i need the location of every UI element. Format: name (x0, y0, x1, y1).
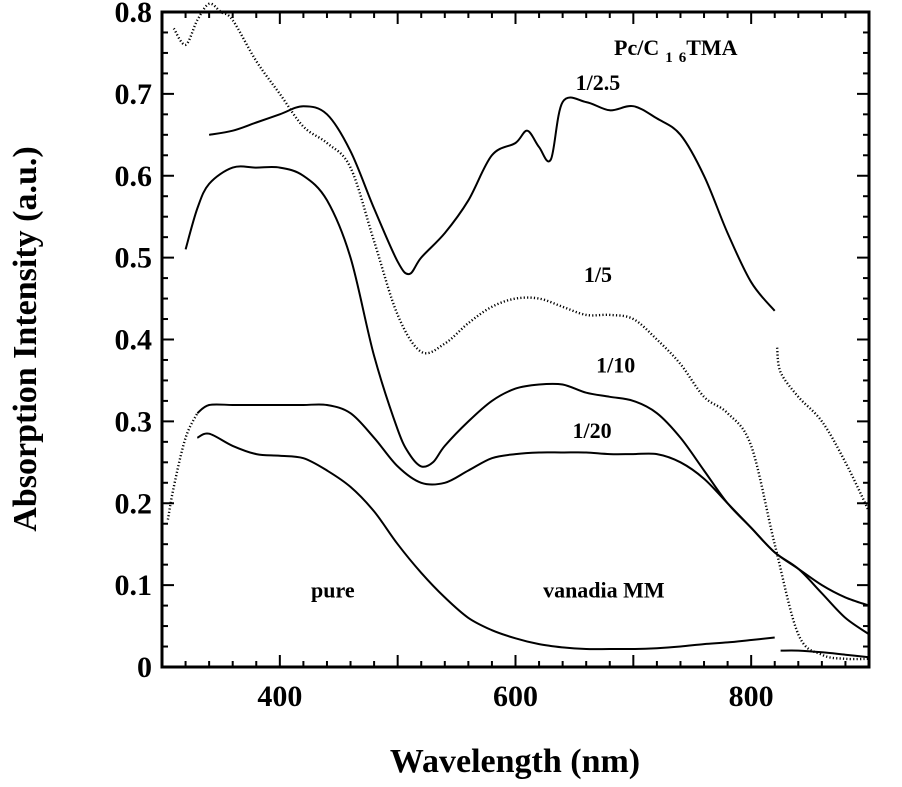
y-tick-label: 0.1 (115, 569, 153, 602)
series-label: 1/5 (584, 262, 612, 287)
series-line-1-2-5 (208, 96, 776, 312)
series-label: pure (311, 577, 355, 602)
series-line-1-5 (172, 2, 870, 661)
legend-title-main: Pc/C (614, 35, 659, 60)
legend-title-sub2: 6 (679, 50, 687, 66)
axis-ticks (161, 11, 870, 668)
series-label: vanadia MM (543, 577, 665, 602)
y-tick-label: 0.4 (115, 324, 153, 357)
y-tick-label: 0.2 (115, 487, 153, 520)
y-tick-label: 0.3 (115, 405, 153, 438)
series-line-1-20 (196, 403, 870, 607)
x-tick-label: 400 (257, 680, 302, 713)
y-axis-title: Absorption Intensity (a.u.) (7, 146, 44, 531)
series-line-1-20-low-wavelength-edge (166, 412, 199, 520)
series-label: 1/2.5 (576, 70, 621, 95)
plot-frame (160, 10, 871, 669)
data-series (166, 2, 871, 661)
legend-title-tail: TMA (686, 35, 737, 60)
series-line-pure-vanadia-mm (196, 432, 775, 651)
y-tick-label: 0 (137, 651, 152, 684)
series-label: 1/20 (573, 418, 612, 443)
legend-title: Pc/C 1 6TMA (614, 35, 738, 66)
y-tick-label: 0.5 (115, 242, 153, 275)
series-line-1-10 (184, 165, 870, 636)
y-tick-label: 0.8 (115, 0, 153, 29)
series-labels: 1/2.5 1/5 1/10 1/20 pure vanadia MM (311, 70, 665, 603)
axis-tick-labels: 0 0.1 0.2 0.3 0.4 0.5 0.6 0.7 0.8 400 600 800 (115, 0, 774, 713)
x-tick-label: 600 (493, 680, 538, 713)
x-axis-title: Wavelength (nm) (390, 743, 640, 780)
legend-title-sub1: 1 (665, 50, 673, 66)
series-line-pure-vanadia-mm-tail (780, 649, 870, 659)
x-tick-label: 800 (729, 680, 774, 713)
y-tick-label: 0.7 (115, 78, 153, 111)
y-tick-label: 0.6 (115, 160, 153, 193)
series-line-1-2-5-continued (775, 347, 871, 512)
series-label: 1/10 (596, 352, 635, 377)
